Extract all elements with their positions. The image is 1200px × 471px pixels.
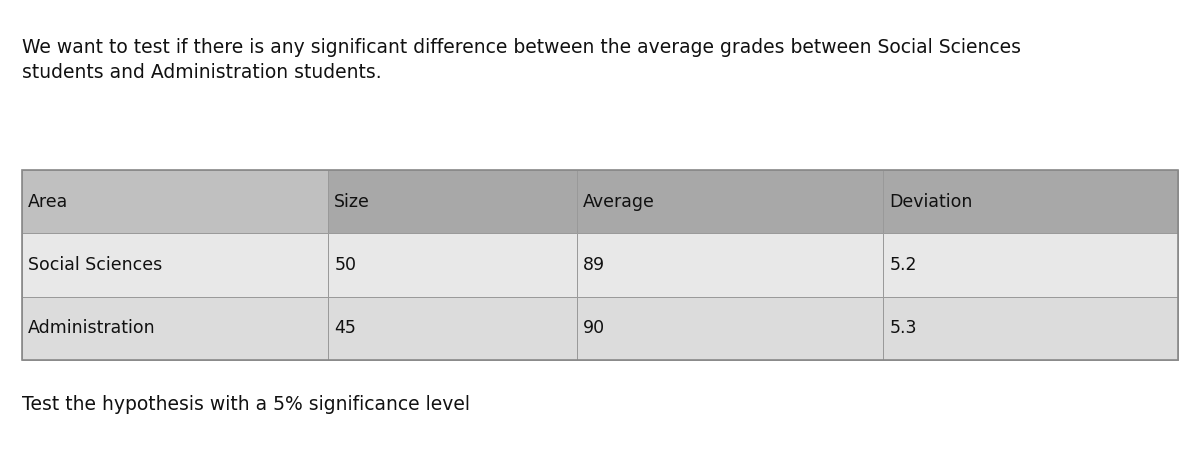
Text: Area: Area <box>28 193 68 211</box>
Text: Average: Average <box>583 193 655 211</box>
Bar <box>22 170 1178 360</box>
Bar <box>22 297 329 360</box>
Bar <box>329 297 577 360</box>
Text: Deviation: Deviation <box>889 193 972 211</box>
Text: Social Sciences: Social Sciences <box>28 256 162 274</box>
Bar <box>22 170 1178 360</box>
Bar <box>22 233 329 297</box>
Text: Size: Size <box>335 193 371 211</box>
Bar <box>577 233 883 297</box>
Bar <box>22 170 329 233</box>
Text: Test the hypothesis with a 5% significance level: Test the hypothesis with a 5% significan… <box>22 395 470 414</box>
Bar <box>329 233 577 297</box>
Text: 5.2: 5.2 <box>889 256 917 274</box>
Bar <box>577 297 883 360</box>
Bar <box>329 170 577 233</box>
Text: Administration: Administration <box>28 319 156 337</box>
Text: 89: 89 <box>583 256 605 274</box>
Bar <box>577 170 883 233</box>
Text: We want to test if there is any significant difference between the average grade: We want to test if there is any signific… <box>22 38 1021 82</box>
Text: 90: 90 <box>583 319 605 337</box>
Bar <box>883 170 1178 233</box>
Text: 45: 45 <box>335 319 356 337</box>
Text: 50: 50 <box>335 256 356 274</box>
Text: 5.3: 5.3 <box>889 319 917 337</box>
Bar <box>883 233 1178 297</box>
Bar <box>883 297 1178 360</box>
